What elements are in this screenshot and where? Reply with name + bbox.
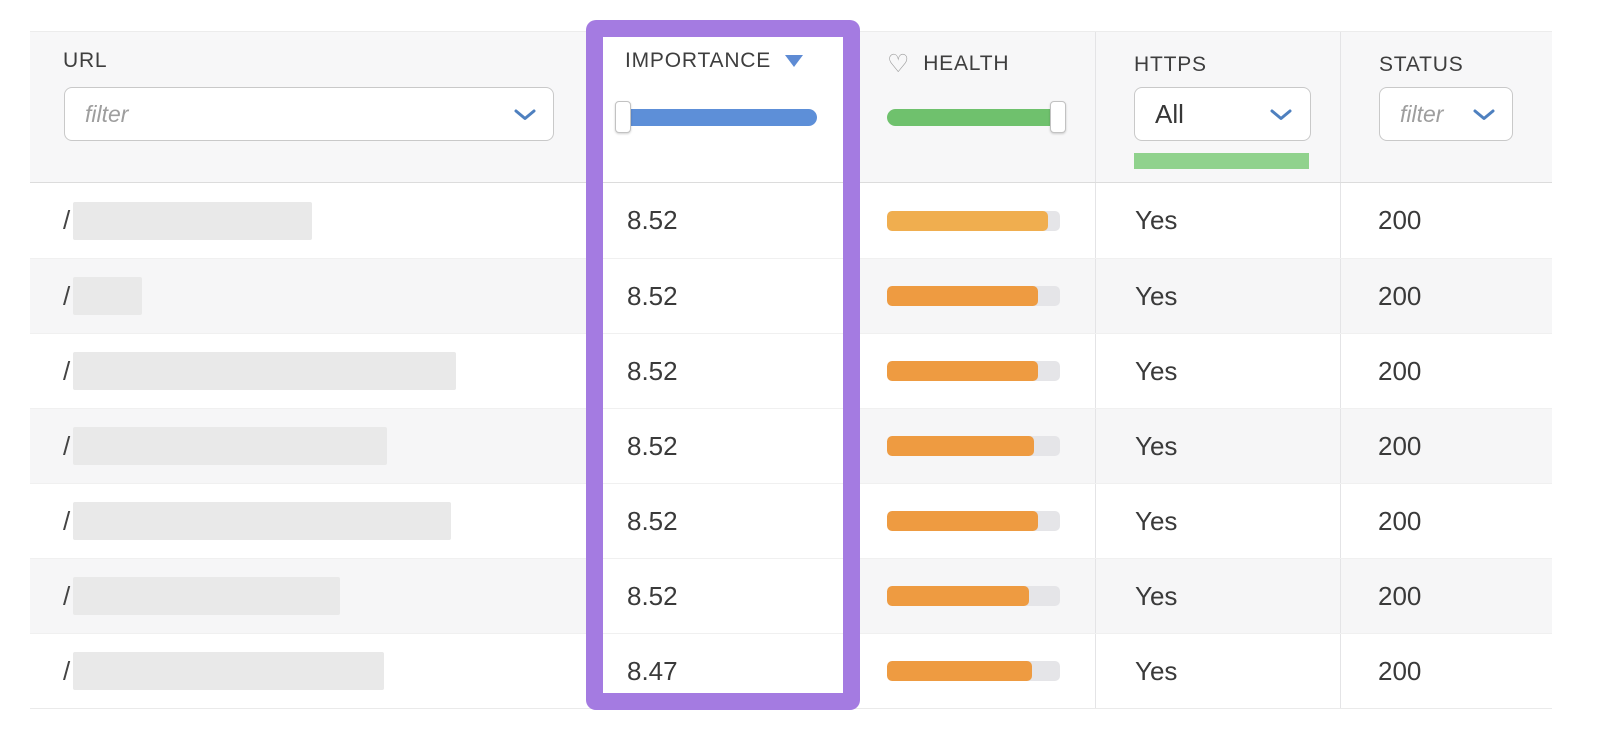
status-value: 200 bbox=[1340, 634, 1552, 708]
status-value: 200 bbox=[1340, 259, 1552, 333]
column-header-https: HTTPS All bbox=[1095, 32, 1340, 182]
table-row: / 8.52 Yes 200 bbox=[30, 333, 1552, 408]
table-row: / 8.52 Yes 200 bbox=[30, 408, 1552, 483]
https-value: Yes bbox=[1095, 183, 1340, 258]
sort-desc-icon bbox=[785, 55, 804, 67]
health-bar bbox=[887, 586, 1060, 606]
importance-value: 8.52 bbox=[595, 409, 851, 483]
table-header-row: URL IMPORTANCE bbox=[30, 31, 1552, 183]
status-value: 200 bbox=[1340, 183, 1552, 258]
health-bar-fill bbox=[887, 361, 1038, 381]
health-bar-fill bbox=[887, 286, 1038, 306]
health-bar bbox=[887, 286, 1060, 306]
importance-value: 8.52 bbox=[595, 259, 851, 333]
health-slider-handle[interactable] bbox=[1050, 101, 1066, 133]
importance-value: 8.52 bbox=[595, 334, 851, 408]
table-row: / 8.52 Yes 200 bbox=[30, 558, 1552, 633]
health-bar-fill bbox=[887, 586, 1029, 606]
url-link[interactable]: / bbox=[63, 430, 71, 461]
https-column-label: HTTPS bbox=[1134, 53, 1207, 76]
health-bar-fill bbox=[887, 511, 1038, 531]
status-value: 200 bbox=[1340, 559, 1552, 633]
https-value: Yes bbox=[1095, 559, 1340, 633]
redacted-url bbox=[73, 652, 385, 690]
column-header-url: URL bbox=[30, 32, 595, 182]
heart-icon: ♡ bbox=[887, 49, 911, 78]
health-slider-track[interactable] bbox=[887, 109, 1060, 126]
health-bar-fill bbox=[887, 210, 1048, 231]
column-header-health: ♡ HEALTH bbox=[851, 32, 1095, 182]
url-filter-input[interactable] bbox=[64, 87, 554, 141]
url-sort-header[interactable]: URL bbox=[63, 49, 107, 73]
health-sort-header[interactable]: ♡ HEALTH bbox=[887, 49, 1009, 78]
url-link[interactable]: / bbox=[63, 205, 71, 235]
importance-slider-handle[interactable] bbox=[615, 101, 631, 133]
importance-slider-track[interactable] bbox=[618, 109, 817, 126]
health-bar bbox=[887, 210, 1060, 231]
health-bar bbox=[887, 436, 1060, 456]
status-sort-header[interactable]: STATUS bbox=[1379, 53, 1464, 77]
importance-column-label: IMPORTANCE bbox=[625, 49, 772, 72]
https-value: Yes bbox=[1095, 334, 1340, 408]
health-column-label: HEALTH bbox=[923, 51, 1010, 75]
redacted-url bbox=[73, 277, 143, 315]
https-filter-select[interactable]: All bbox=[1134, 87, 1311, 141]
https-filter-value: All bbox=[1155, 98, 1184, 129]
column-header-status: STATUS bbox=[1340, 32, 1552, 182]
url-column-label: URL bbox=[63, 49, 108, 72]
https-value: Yes bbox=[1095, 484, 1340, 558]
column-header-importance: IMPORTANCE bbox=[595, 32, 851, 182]
redacted-url bbox=[73, 427, 388, 465]
redacted-url bbox=[73, 201, 313, 240]
redacted-url bbox=[73, 352, 457, 390]
status-filter-wrap bbox=[1379, 87, 1513, 141]
table-row: / 8.52 Yes 200 bbox=[30, 483, 1552, 558]
health-bar bbox=[887, 361, 1060, 381]
status-value: 200 bbox=[1340, 484, 1552, 558]
status-column-label: STATUS bbox=[1379, 53, 1464, 76]
table-row: / 8.47 Yes 200 bbox=[30, 633, 1552, 708]
https-distribution-bar bbox=[1134, 153, 1309, 169]
importance-sort-header[interactable]: IMPORTANCE bbox=[625, 49, 804, 73]
health-bar bbox=[887, 511, 1060, 531]
url-link[interactable]: / bbox=[63, 505, 71, 536]
status-value: 200 bbox=[1340, 334, 1552, 408]
redacted-url bbox=[73, 577, 341, 615]
health-range-slider[interactable] bbox=[887, 101, 1066, 133]
health-bar-fill bbox=[887, 436, 1035, 456]
url-filter-wrap bbox=[64, 87, 554, 141]
health-bar bbox=[887, 661, 1060, 681]
chevron-down-icon bbox=[1270, 109, 1292, 120]
importance-value: 8.52 bbox=[595, 559, 851, 633]
https-value: Yes bbox=[1095, 634, 1340, 708]
url-link[interactable]: / bbox=[63, 580, 71, 611]
chevron-down-icon[interactable] bbox=[1473, 109, 1495, 121]
https-value: Yes bbox=[1095, 259, 1340, 333]
importance-value: 8.52 bbox=[595, 484, 851, 558]
table-row: / 8.52 Yes 200 bbox=[30, 183, 1552, 258]
https-value: Yes bbox=[1095, 409, 1340, 483]
importance-value: 8.52 bbox=[595, 183, 851, 258]
table-body: / 8.52 Yes 200 / 8.52 Yes 200 / 8.52 Yes… bbox=[30, 183, 1552, 709]
chevron-down-icon[interactable] bbox=[514, 109, 536, 121]
redacted-url bbox=[73, 502, 452, 540]
url-link[interactable]: / bbox=[63, 355, 71, 386]
importance-range-slider[interactable] bbox=[615, 101, 817, 133]
importance-value: 8.47 bbox=[595, 634, 851, 708]
pages-table: URL IMPORTANCE bbox=[30, 20, 1552, 710]
status-value: 200 bbox=[1340, 409, 1552, 483]
table-row: / 8.52 Yes 200 bbox=[30, 258, 1552, 333]
url-link[interactable]: / bbox=[63, 655, 71, 686]
url-link[interactable]: / bbox=[63, 280, 71, 311]
health-bar-fill bbox=[887, 661, 1033, 681]
https-sort-header[interactable]: HTTPS bbox=[1134, 53, 1207, 77]
